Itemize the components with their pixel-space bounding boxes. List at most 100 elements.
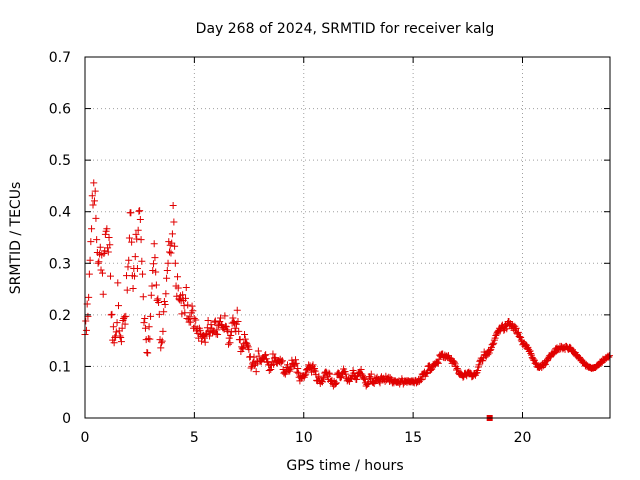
data-point — [474, 367, 482, 375]
data-point — [243, 341, 251, 349]
data-point — [136, 215, 144, 223]
data-point — [223, 326, 231, 334]
data-point — [332, 379, 340, 387]
data-point — [149, 267, 157, 275]
data-point — [363, 380, 371, 388]
data-point — [261, 352, 269, 360]
data-point — [211, 317, 219, 325]
data-point — [88, 225, 96, 233]
data-point — [454, 366, 462, 374]
data-point — [203, 324, 211, 332]
data-point — [202, 330, 210, 338]
data-point — [490, 339, 498, 347]
data-point — [158, 337, 166, 345]
data-point — [358, 370, 366, 378]
data-point — [157, 339, 165, 347]
data-point — [124, 263, 132, 271]
data-point — [178, 310, 186, 318]
data-point — [147, 312, 155, 320]
data-point — [157, 344, 165, 352]
data-point — [146, 335, 154, 343]
data-point — [332, 379, 340, 387]
data-point — [348, 374, 356, 382]
data-point — [139, 270, 147, 278]
data-point — [180, 302, 188, 310]
data-point — [310, 366, 318, 374]
data-point — [214, 322, 222, 330]
data-point — [418, 375, 426, 383]
data-point — [453, 364, 461, 372]
data-point — [482, 352, 490, 360]
data-point — [252, 368, 260, 376]
data-point — [224, 327, 232, 335]
data-point — [423, 368, 431, 376]
data-point — [161, 301, 169, 309]
data-point — [84, 312, 92, 320]
data-point — [376, 379, 384, 387]
data-point — [516, 333, 524, 341]
data-point — [121, 320, 129, 328]
data-point — [221, 312, 229, 320]
data-point — [459, 373, 467, 381]
data-point — [101, 230, 109, 238]
data-point — [176, 296, 184, 304]
data-point — [417, 376, 425, 384]
data-point — [133, 264, 141, 272]
data-point — [117, 334, 125, 342]
data-point — [255, 352, 263, 360]
data-point — [262, 355, 270, 363]
data-point — [168, 230, 176, 238]
data-point — [484, 351, 492, 359]
data-point — [129, 285, 137, 293]
x-axis-label: GPS time / hours — [286, 458, 403, 474]
data-point — [386, 374, 394, 382]
data-point — [88, 192, 96, 200]
data-point — [99, 290, 107, 298]
data-point — [342, 370, 350, 378]
data-point — [427, 366, 435, 374]
data-point — [125, 256, 133, 264]
data-point — [184, 301, 192, 309]
data-point — [169, 202, 177, 210]
data-point — [152, 268, 160, 276]
data-point — [118, 324, 126, 332]
data-point — [529, 355, 537, 363]
data-point — [105, 234, 113, 241]
y-tick-label: 0 — [62, 411, 71, 427]
data-point — [165, 238, 173, 246]
x-tick-label: 15 — [404, 430, 422, 446]
data-point — [155, 298, 163, 306]
data-point — [125, 234, 133, 242]
data-point — [96, 243, 104, 251]
data-point — [234, 318, 242, 326]
y-tick-label: 0.4 — [49, 205, 71, 221]
data-point — [605, 353, 613, 361]
data-point — [550, 349, 558, 357]
data-point — [114, 279, 122, 287]
data-point — [554, 346, 562, 354]
data-point — [216, 314, 224, 322]
data-point — [544, 356, 552, 364]
data-point — [87, 238, 95, 246]
data-point — [235, 327, 243, 335]
data-point — [222, 323, 230, 331]
data-point — [513, 329, 521, 337]
data-point — [160, 297, 168, 305]
data-point — [216, 318, 224, 326]
data-point — [426, 367, 434, 375]
data-point — [311, 367, 319, 375]
data-point — [500, 326, 508, 334]
data-point — [85, 270, 93, 278]
data-point — [132, 230, 140, 238]
data-point — [199, 331, 207, 339]
data-point — [241, 335, 249, 343]
data-point — [188, 302, 196, 310]
data-point — [238, 345, 246, 353]
data-point — [139, 293, 147, 301]
data-point — [162, 290, 170, 298]
data-point — [201, 338, 209, 346]
data-point — [336, 373, 344, 381]
data-point — [179, 291, 187, 299]
data-point — [315, 372, 323, 380]
